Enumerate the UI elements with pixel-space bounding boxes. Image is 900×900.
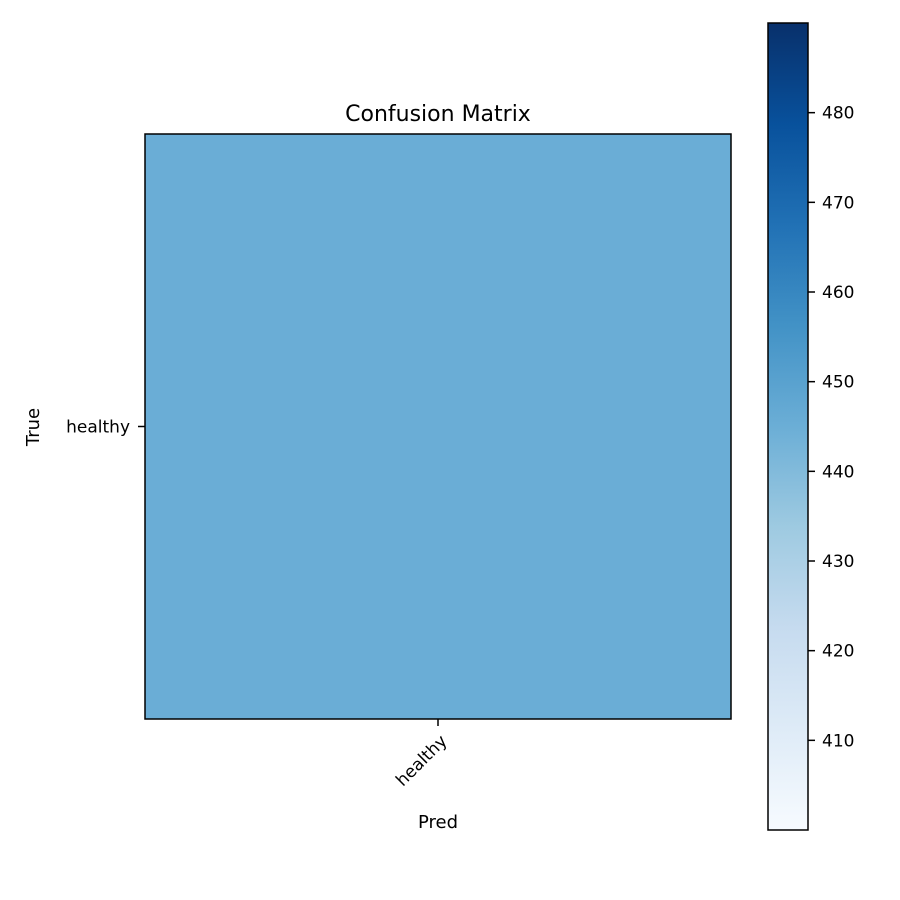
colorbar-tick-label: 440	[822, 462, 854, 482]
heatmap-cell	[145, 134, 731, 719]
chart-title: Confusion Matrix	[345, 102, 531, 127]
y-tick-label: healthy	[66, 418, 130, 438]
colorbar-tick-label: 480	[822, 104, 854, 124]
colorbar-tick-label: 450	[822, 373, 854, 393]
colorbar-gradient	[768, 23, 808, 830]
colorbar-ticks: 410 420 430 440 450 460 470 480	[808, 104, 854, 751]
colorbar-tick-label: 460	[822, 283, 854, 303]
heatmap-cells	[145, 134, 731, 719]
x-tick-label: healthy	[392, 731, 451, 790]
colorbar-tick-label: 410	[822, 731, 854, 751]
colorbar-tick-label: 420	[822, 642, 854, 662]
colorbar-tick-label: 470	[822, 193, 854, 213]
x-axis-ticks: healthy	[392, 719, 452, 791]
y-axis-label: True	[23, 408, 44, 447]
colorbar-tick-label: 430	[822, 552, 854, 572]
x-axis-label: Pred	[418, 812, 458, 833]
colorbar-frame	[767, 22, 809, 831]
y-axis-ticks: healthy	[66, 418, 145, 438]
